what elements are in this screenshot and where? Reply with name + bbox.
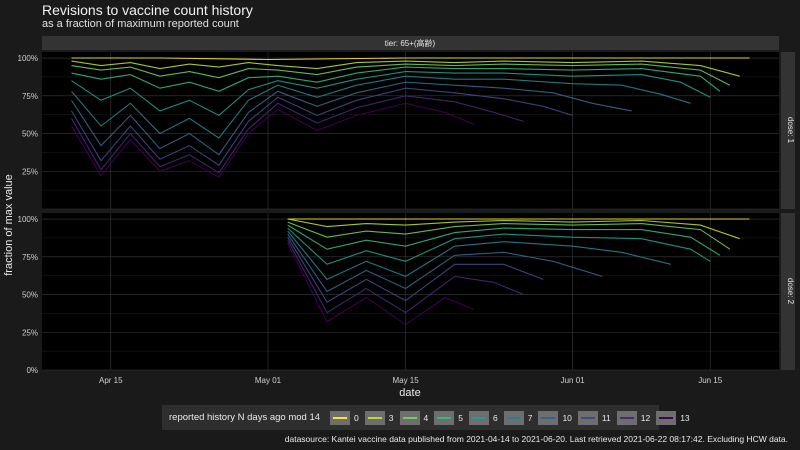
legend-key	[434, 410, 455, 425]
dose1-series-3	[71, 60, 740, 77]
dose2-series-4	[287, 221, 731, 250]
facet-strip-dose2	[781, 213, 795, 370]
y-tick-label: 25%	[22, 328, 38, 337]
dose2-series-3	[287, 218, 740, 240]
dose1-series-12	[71, 95, 524, 174]
dose2-series-10	[287, 233, 603, 293]
panel-dose2	[42, 213, 779, 370]
panel-dose1	[42, 52, 779, 209]
legend-key	[330, 410, 351, 425]
legend-item-4: 4	[399, 410, 429, 425]
x-tick-label: Jun 15	[698, 376, 723, 385]
dose2-series-6	[287, 227, 711, 265]
x-tick-label: May 15	[392, 376, 419, 385]
legend-item-12: 12	[616, 410, 651, 425]
dose2-series-13	[287, 242, 475, 326]
legend-item-3: 3	[364, 410, 394, 425]
y-tick-label: 100%	[18, 54, 38, 63]
legend-label: 7	[527, 412, 533, 423]
legend-label: 12	[640, 412, 651, 423]
y-tick-label: 50%	[22, 130, 38, 139]
y-tick-label: 100%	[18, 215, 38, 224]
chart-subtitle: as a fraction of maximum reported count	[42, 18, 239, 30]
caption: datasource: Kantei vaccine data publishe…	[284, 434, 788, 444]
legend-label: 11	[601, 412, 611, 423]
legend-item-10: 10	[538, 410, 572, 425]
legend-item-6: 6	[468, 410, 498, 425]
dose1-series-11	[71, 87, 573, 166]
legend-label: 13	[680, 412, 690, 423]
dose1-series-5	[71, 66, 721, 92]
legend-item-5: 5	[434, 410, 463, 425]
legend-label: 3	[388, 412, 394, 423]
dose1-series-4	[71, 63, 731, 86]
legend-title: reported history N days ago mod 14	[169, 412, 321, 423]
facet-strip-top	[42, 36, 779, 50]
chart-title: Revisions to vaccine count history	[42, 2, 253, 18]
dose1-series-6	[71, 71, 711, 117]
legend-key	[616, 410, 637, 425]
dose2-series-7	[287, 230, 672, 281]
y-tick-label: 50%	[22, 291, 38, 300]
legend-item-11: 11	[577, 410, 611, 425]
dose2-series-11	[287, 236, 544, 303]
legend-label: 5	[458, 412, 463, 423]
legend-label: 6	[492, 412, 498, 423]
facet-strip-dose1	[781, 52, 795, 209]
legend-key	[656, 410, 677, 425]
legend-key	[503, 410, 524, 425]
y-tick-label: 0%	[26, 366, 38, 375]
legend-key	[468, 410, 489, 425]
legend-key	[399, 410, 420, 425]
legend-key	[538, 410, 559, 425]
legend-item-13: 13	[656, 410, 690, 425]
dose1-series-10	[71, 81, 632, 156]
dose1-series-13	[71, 102, 475, 179]
legend-label: 10	[562, 412, 572, 423]
x-axis-label: date	[399, 387, 420, 399]
legend-key	[577, 410, 598, 425]
y-axis-label: fraction of max value	[3, 174, 15, 276]
x-tick-label: Apr 15	[99, 376, 123, 385]
legend-key	[364, 410, 385, 425]
dose1-series-0	[71, 57, 750, 61]
panel-label-dose1: dose: 1	[786, 117, 795, 144]
panel-label-dose2: dose: 2	[786, 278, 795, 305]
legend-item-7: 7	[503, 410, 533, 425]
x-tick-label: May 01	[255, 376, 282, 385]
legend-label: 4	[423, 412, 429, 423]
legend: reported history N days ago mod 14 0 3 4 5 6…	[162, 405, 690, 430]
dose1-series-7	[71, 75, 691, 139]
dose2-series-12	[287, 239, 524, 314]
legend-label: 0	[354, 412, 359, 423]
dose2-series-5	[287, 224, 721, 256]
facet-title: tier: 65+(高齢)	[385, 38, 436, 48]
y-tick-label: 75%	[22, 253, 38, 262]
y-tick-label: 25%	[22, 167, 38, 176]
x-tick-label: Jun 01	[561, 376, 586, 385]
y-tick-label: 75%	[22, 92, 38, 101]
legend-item-0: 0	[330, 410, 359, 425]
